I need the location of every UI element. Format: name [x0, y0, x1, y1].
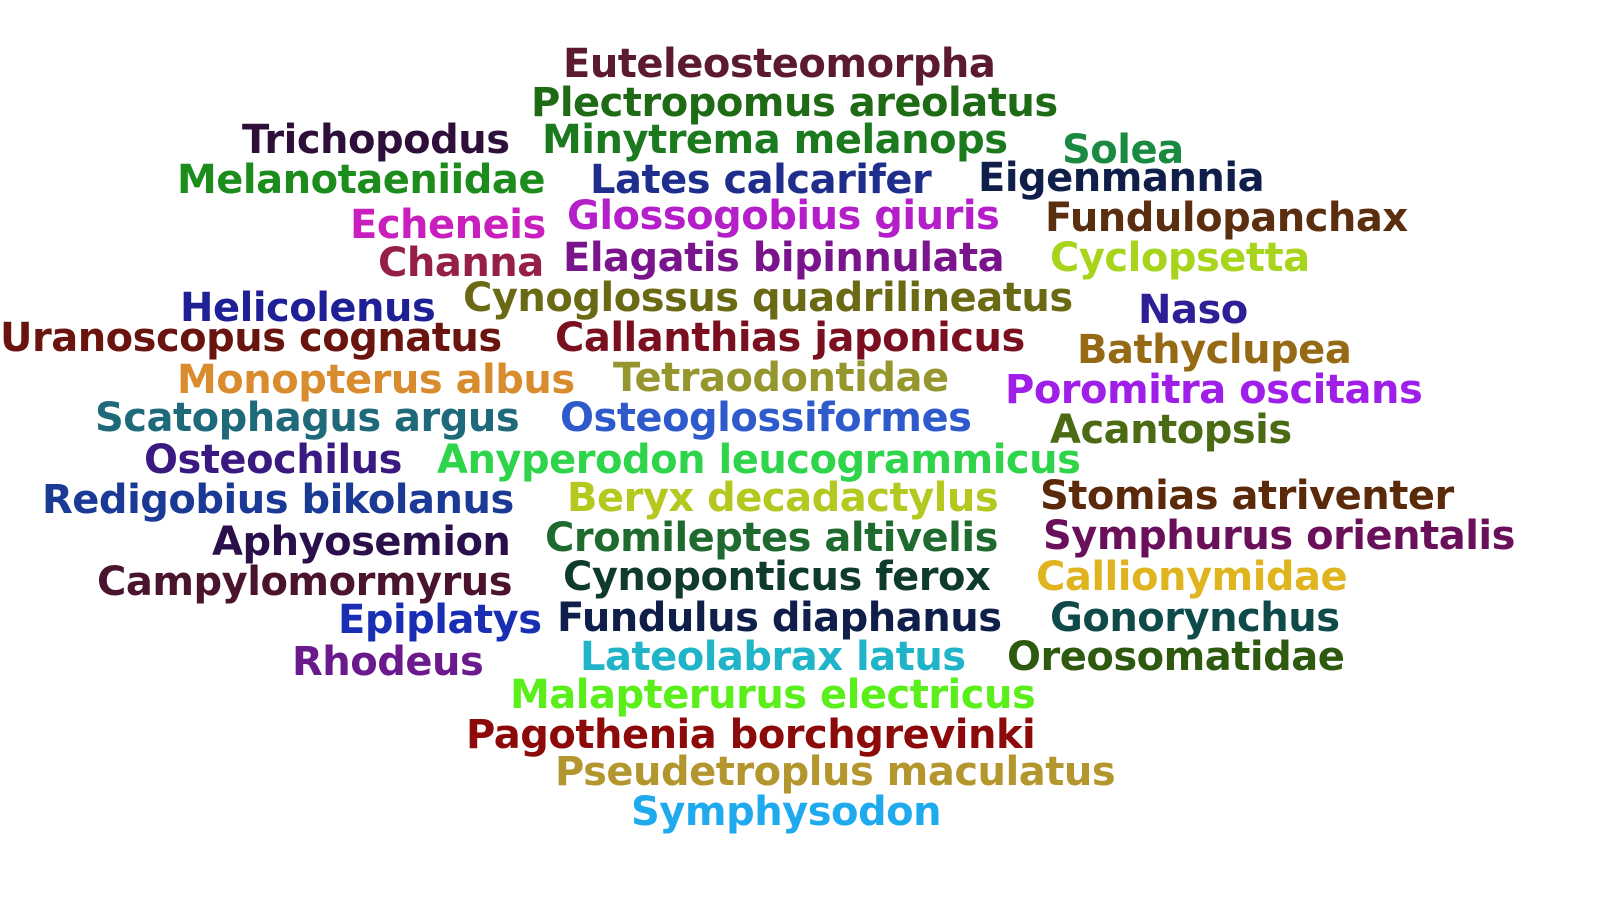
- word-trichopodus: Trichopodus: [242, 117, 510, 163]
- word-channa: Channa: [378, 240, 544, 286]
- word-solea: Solea: [1062, 127, 1184, 173]
- word-lates-calcarifer: Lates calcarifer: [590, 157, 932, 203]
- word-tetraodontidae: Tetraodontidae: [613, 355, 949, 401]
- word-melanotaeniidae: Melanotaeniidae: [177, 157, 546, 203]
- word-callionymidae: Callionymidae: [1036, 554, 1348, 600]
- word-fundulus-diaphanus: Fundulus diaphanus: [557, 595, 1002, 641]
- word-helicolenus: Helicolenus: [180, 285, 436, 331]
- word-symphurus-orientalis: Symphurus orientalis: [1043, 513, 1515, 559]
- word-eigenmannia: Eigenmannia: [978, 155, 1265, 201]
- word-poromitra-oscitans: Poromitra oscitans: [1005, 367, 1423, 413]
- word-echeneis: Echeneis: [350, 202, 546, 248]
- word-oreosomatidae: Oreosomatidae: [1007, 634, 1345, 680]
- word-malapterurus-electricus: Malapterurus electricus: [510, 672, 1036, 718]
- word-gonorynchus: Gonorynchus: [1050, 595, 1340, 641]
- word-uranoscopus-cognatus: Uranoscopus cognatus: [0, 315, 502, 361]
- word-osteochilus: Osteochilus: [144, 437, 402, 483]
- word-pseudetroplus-maculatus: Pseudetroplus maculatus: [555, 749, 1116, 795]
- word-plectropomus-areolatus: Plectropomus areolatus: [531, 80, 1058, 126]
- word-euteleosteomorpha: Euteleosteomorpha: [563, 41, 996, 87]
- word-naso: Naso: [1138, 287, 1248, 333]
- word-scatophagus-argus: Scatophagus argus: [95, 395, 520, 441]
- word-beryx-decadactylus: Beryx decadactylus: [567, 475, 999, 521]
- word-symphysodon: Symphysodon: [631, 789, 942, 835]
- word-fundulopanchax: Fundulopanchax: [1045, 195, 1408, 241]
- word-campylomormyrus: Campylomormyrus: [97, 559, 513, 605]
- word-lateolabrax-latus: Lateolabrax latus: [580, 634, 966, 680]
- word-cynoponticus-ferox: Cynoponticus ferox: [563, 554, 991, 600]
- word-redigobius-bikolanus: Redigobius bikolanus: [42, 477, 514, 523]
- word-callanthias-japonicus: Callanthias japonicus: [555, 315, 1025, 361]
- word-pagothenia-borchgrevinki: Pagothenia borchgrevinki: [466, 712, 1036, 758]
- word-rhodeus: Rhodeus: [292, 639, 484, 685]
- word-cyclopsetta: Cyclopsetta: [1050, 235, 1310, 281]
- word-glossogobius-giuris: Glossogobius giuris: [567, 193, 1000, 239]
- word-cromileptes-altivelis: Cromileptes altivelis: [545, 515, 998, 561]
- word-anyperodon-leucogrammicus: Anyperodon leucogrammicus: [437, 437, 1081, 483]
- word-epiplatys: Epiplatys: [338, 597, 542, 643]
- word-minytrema-melanops: Minytrema melanops: [542, 117, 1008, 163]
- word-osteoglossiformes: Osteoglossiformes: [560, 395, 972, 441]
- word-stomias-atriventer: Stomias atriventer: [1040, 473, 1454, 519]
- word-elagatis-bipinnulata: Elagatis bipinnulata: [563, 235, 1005, 281]
- word-aphyosemion: Aphyosemion: [212, 519, 511, 565]
- word-cynoglossus-quadrilineatus: Cynoglossus quadrilineatus: [463, 275, 1073, 321]
- word-bathyclupea: Bathyclupea: [1077, 327, 1352, 373]
- word-acantopsis: Acantopsis: [1050, 407, 1292, 453]
- word-monopterus-albus: Monopterus albus: [177, 357, 575, 403]
